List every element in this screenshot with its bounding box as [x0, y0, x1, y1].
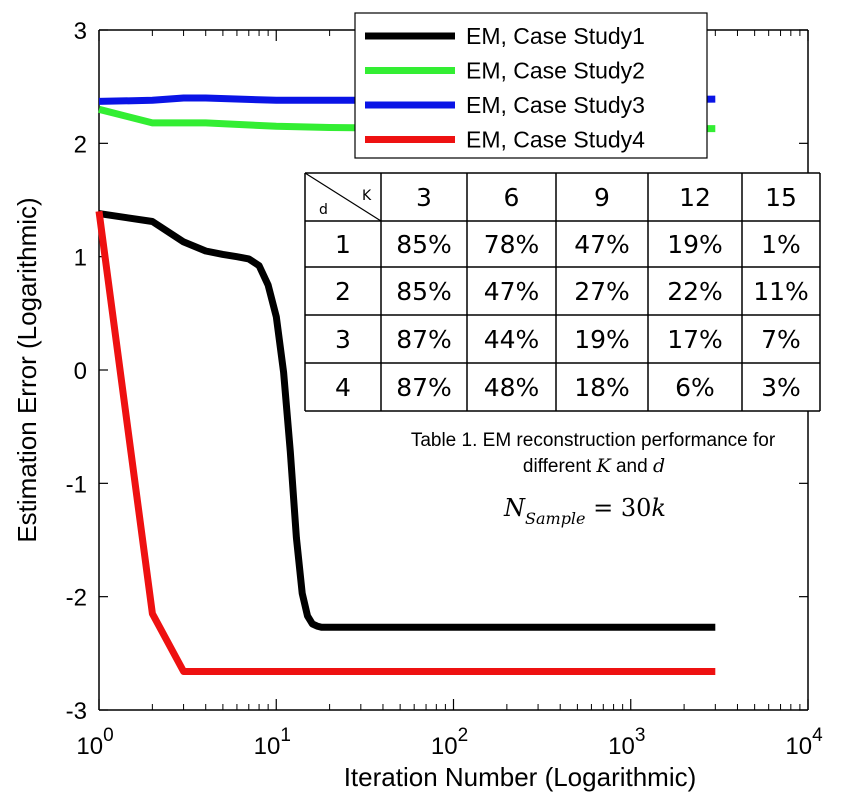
table-cell: 17%	[667, 325, 723, 354]
x-tick-base: 10	[76, 733, 103, 760]
table-header-k: 6	[504, 183, 520, 212]
table-cell: 85%	[396, 230, 452, 259]
x-tick-base: 10	[608, 733, 635, 760]
table-corner-diagonal	[304, 172, 382, 222]
table-cell: 44%	[484, 325, 540, 354]
table-grid	[304, 172, 821, 412]
x-tick-exponent: 2	[458, 725, 469, 746]
x-tick-label: 104	[785, 725, 823, 760]
caption-and: and	[611, 456, 653, 477]
table-cell: 47%	[574, 230, 630, 259]
table-cell: 3%	[761, 373, 801, 402]
legend: EM, Case Study1 EM, Case Study2 EM, Case S…	[354, 12, 708, 159]
caption-different: different	[523, 456, 597, 477]
x-tick-label: 101	[254, 725, 291, 760]
table-cell: 6%	[675, 373, 715, 402]
table-cell: 27%	[574, 277, 630, 306]
table-cell: 85%	[396, 277, 452, 306]
legend-items: EM, Case Study1 EM, Case Study2 EM, Case S…	[365, 23, 645, 153]
table-corner-d: d	[319, 202, 328, 218]
table-cell: 19%	[667, 230, 723, 259]
table-cell: 87%	[396, 325, 452, 354]
series-line-1	[98, 210, 716, 631]
x-tick-exponent: 4	[812, 725, 823, 746]
table-header-k: 3	[416, 183, 432, 212]
legend-label: EM, Case Study1	[466, 23, 645, 49]
y-tick-label: -3	[66, 698, 87, 725]
table-header-k: 9	[594, 183, 610, 212]
table-cell: 47%	[484, 277, 540, 306]
table-cell: 1%	[761, 230, 801, 259]
table-row-d: 4	[335, 373, 351, 402]
table-row-d: 2	[335, 277, 351, 306]
x-tick-base: 10	[431, 733, 458, 760]
legend-label: EM, Case Study3	[466, 92, 645, 118]
y-tick-label: 1	[74, 245, 87, 272]
table-header-k: 15	[765, 183, 797, 212]
caption-k: K	[595, 455, 612, 477]
sample-formula: NSample = 30k	[503, 494, 666, 528]
table-cell: 11%	[753, 277, 809, 306]
x-axis-title: Iteration Number (Logarithmic)	[344, 762, 697, 792]
table-cell: 18%	[574, 373, 630, 402]
data-table: 3 6 9 12 151 85% 78% 47% 19% 1%2 85% 47% 27% 22% 11%3 8…	[304, 172, 821, 412]
x-tick-exponent: 1	[280, 725, 291, 746]
table-corner-k: K	[362, 188, 372, 204]
table-header-k: 12	[679, 183, 711, 212]
table-cell: 78%	[484, 230, 540, 259]
table-cells: 3 6 9 12 151 85% 78% 47% 19% 1%2 85% 47% 27% 22% 11%3 8…	[335, 183, 809, 402]
table-caption-line2: different K and d	[523, 455, 665, 477]
y-tick-label: 2	[74, 131, 87, 158]
table-cell: 87%	[396, 373, 452, 402]
table-cell: 19%	[574, 325, 630, 354]
table-cell: 7%	[761, 325, 801, 354]
series-line-4	[95, 210, 716, 675]
y-tick-label: -1	[66, 471, 87, 498]
x-tick-label: 102	[431, 725, 468, 760]
series-group	[95, 94, 716, 675]
table-row-d: 1	[335, 230, 351, 259]
x-tick-label: 103	[608, 725, 645, 760]
table-background	[305, 173, 820, 411]
formula-subscript: Sample	[525, 509, 586, 528]
y-axis-title: Estimation Error (Logarithmic)	[12, 197, 42, 542]
y-tick-label: 0	[74, 358, 87, 385]
legend-label: EM, Case Study4	[466, 127, 645, 153]
legend-label: EM, Case Study2	[466, 58, 645, 84]
x-tick-label: 100	[76, 725, 113, 760]
x-tick-exponent: 0	[103, 725, 114, 746]
formula-n: N	[503, 494, 526, 522]
table-caption-line1: Table 1. EM reconstruction performance f…	[411, 430, 776, 451]
table-cell: 22%	[667, 277, 723, 306]
x-tick-base: 10	[254, 733, 281, 760]
formula-k: k	[651, 494, 666, 522]
formula-equals: = 30	[586, 494, 652, 522]
x-tick-exponent: 3	[635, 725, 646, 746]
x-tick-base: 10	[785, 733, 812, 760]
caption-d: d	[653, 455, 665, 477]
table-row-d: 3	[335, 325, 351, 354]
y-tick-label: 3	[74, 18, 87, 45]
table-cell: 48%	[484, 373, 540, 402]
y-tick-label: -2	[66, 585, 87, 612]
